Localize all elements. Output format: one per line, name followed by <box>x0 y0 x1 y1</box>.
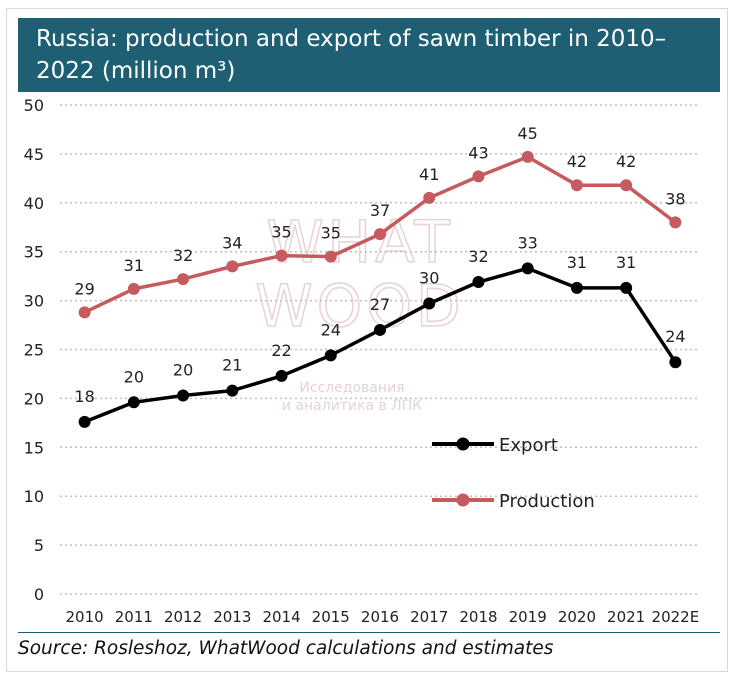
production-point <box>669 216 682 229</box>
watermark-caption: и аналитика в ЛПК <box>282 398 422 414</box>
source-note: Source: Rosleshoz, WhatWood calculations… <box>18 638 554 659</box>
export-point <box>78 415 91 428</box>
y-tick-label: 50 <box>24 96 44 115</box>
chart-frame <box>6 8 728 672</box>
y-tick-label: 15 <box>24 438 44 457</box>
production-data-label: 37 <box>370 201 390 220</box>
export-point <box>620 281 633 294</box>
x-tick-label: 2015 <box>312 608 350 626</box>
legend-export-marker <box>456 437 470 451</box>
export-data-label: 18 <box>74 387 94 406</box>
legend-production-marker <box>456 493 470 507</box>
x-tick-label: 2014 <box>262 608 300 626</box>
export-data-label: 31 <box>616 253 636 272</box>
source-divider <box>18 632 720 633</box>
production-data-label: 42 <box>567 152 587 171</box>
production-point <box>324 250 337 263</box>
production-point <box>472 170 485 183</box>
export-data-label: 20 <box>173 360 193 379</box>
export-point <box>669 356 682 369</box>
x-tick-label: 2011 <box>115 608 153 626</box>
production-data-label: 34 <box>222 233 242 252</box>
y-tick-label: 25 <box>24 341 44 360</box>
production-point <box>423 191 436 204</box>
production-point <box>521 150 534 163</box>
export-data-label: 24 <box>321 320 341 339</box>
export-point <box>226 384 239 397</box>
production-data-label: 32 <box>173 246 193 265</box>
watermark-word: WHAT <box>266 208 454 276</box>
y-tick-label: 30 <box>24 292 44 311</box>
export-point <box>275 369 288 382</box>
export-data-label: 22 <box>271 341 291 360</box>
export-point <box>177 389 190 402</box>
y-tick-label: 5 <box>34 536 44 555</box>
y-tick-label: 20 <box>24 389 44 408</box>
production-point <box>275 249 288 262</box>
production-data-label: 31 <box>124 256 144 275</box>
production-point <box>177 273 190 286</box>
chart-title: Russia: production and export of sawn ti… <box>36 26 667 84</box>
production-point <box>78 306 91 319</box>
production-point <box>620 179 633 192</box>
export-point <box>472 276 485 289</box>
production-point <box>374 228 386 241</box>
export-data-label: 20 <box>124 367 144 386</box>
production-data-label: 29 <box>74 279 94 298</box>
title-bar: Russia: production and export of sawn ti… <box>18 18 720 92</box>
x-tick-label: 2013 <box>213 608 251 626</box>
production-point <box>127 282 140 295</box>
production-point <box>226 260 239 273</box>
export-data-label: 24 <box>665 327 685 346</box>
x-tick-label: 2010 <box>66 608 104 626</box>
export-point <box>570 281 583 294</box>
legend-production-label: Production <box>499 491 595 512</box>
export-data-label: 33 <box>518 233 538 252</box>
x-tick-label: 2018 <box>459 608 497 626</box>
x-tick-label: 2012 <box>164 608 202 626</box>
production-data-label: 43 <box>468 143 488 162</box>
y-tick-label: 40 <box>24 194 44 213</box>
export-data-label: 27 <box>370 295 390 314</box>
watermark-caption: Исследования <box>299 380 404 396</box>
production-point <box>570 179 583 192</box>
production-data-label: 45 <box>518 124 538 143</box>
export-point <box>127 396 140 409</box>
export-data-label: 21 <box>222 356 242 375</box>
production-data-label: 35 <box>321 224 341 243</box>
legend-export-label: Export <box>499 435 558 456</box>
x-tick-label: 2016 <box>361 608 399 626</box>
export-data-label: 30 <box>419 269 439 288</box>
production-data-label: 41 <box>419 165 439 184</box>
export-point <box>374 323 386 336</box>
production-data-label: 38 <box>665 189 685 208</box>
export-point <box>324 349 337 362</box>
export-point <box>521 262 534 275</box>
y-tick-label: 10 <box>24 487 44 506</box>
y-tick-label: 35 <box>24 243 44 262</box>
x-tick-label: 2020 <box>558 608 596 626</box>
x-tick-label: 2019 <box>509 608 547 626</box>
export-data-label: 31 <box>567 253 587 272</box>
x-tick-label: 2017 <box>410 608 448 626</box>
export-point <box>423 297 436 310</box>
production-data-label: 42 <box>616 152 636 171</box>
export-data-label: 32 <box>468 247 488 266</box>
y-tick-label: 45 <box>24 145 44 164</box>
x-tick-label: 2022E <box>652 608 700 626</box>
y-tick-label: 0 <box>34 585 44 604</box>
x-tick-label: 2021 <box>607 608 645 626</box>
production-data-label: 35 <box>271 223 291 242</box>
